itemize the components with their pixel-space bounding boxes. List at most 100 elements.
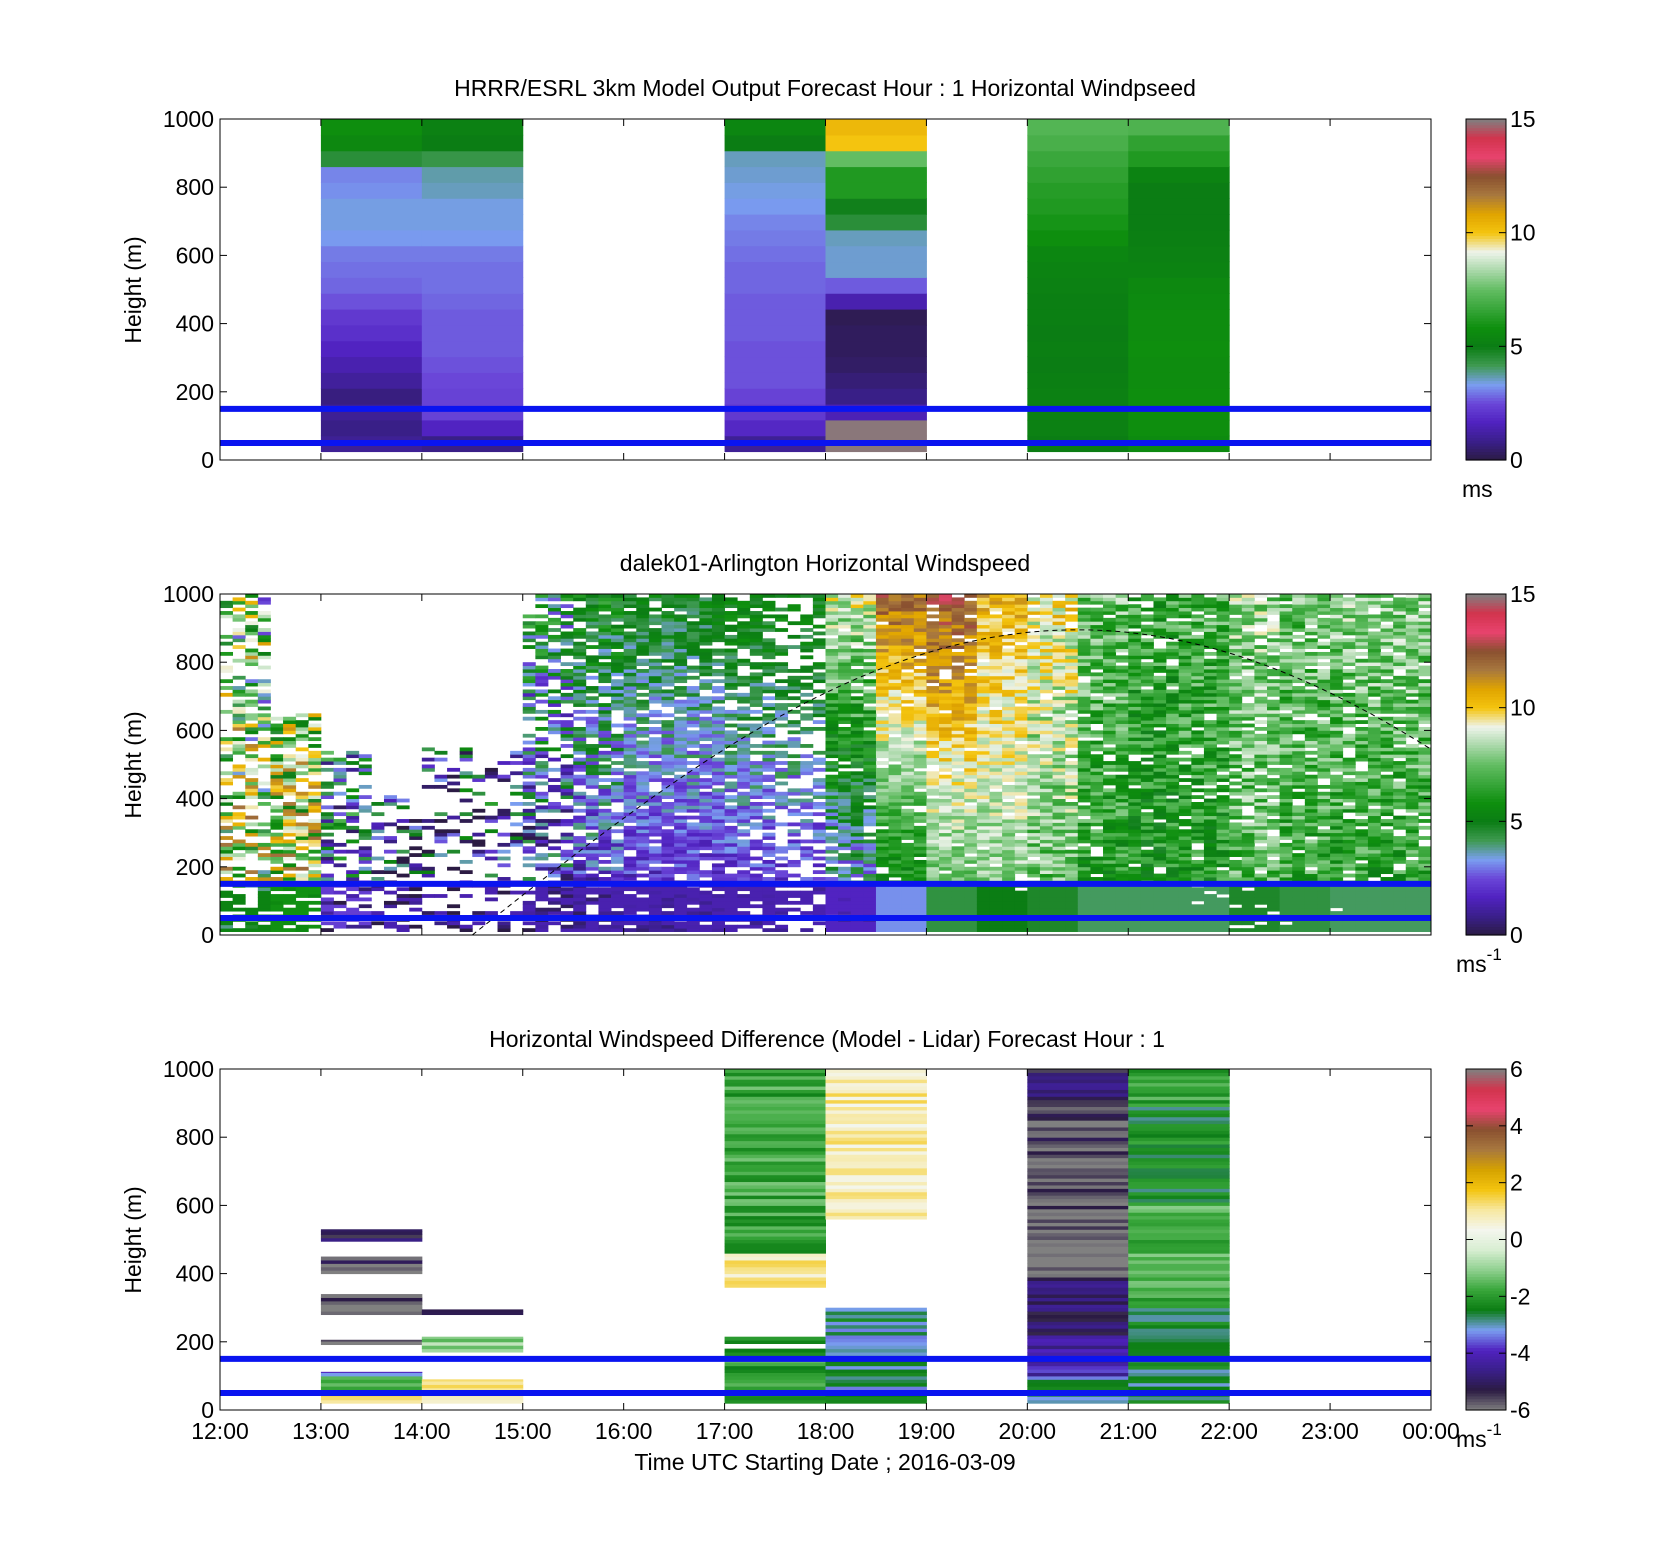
lidar-cell — [661, 628, 675, 632]
lidar-cell — [749, 771, 763, 776]
lidar-cell — [1077, 754, 1091, 759]
lidar-cell — [749, 689, 763, 694]
lidar-cell — [220, 849, 234, 854]
lidar-cell — [863, 904, 877, 909]
lidar-cell — [320, 791, 334, 796]
lidar-cell — [358, 832, 372, 837]
model-cell — [320, 182, 423, 199]
lidar-cell — [497, 778, 511, 782]
lidar-cell — [724, 655, 738, 660]
lidar-cell — [257, 856, 271, 861]
lidar-cell — [573, 757, 587, 762]
lidar-cell — [787, 873, 801, 878]
lidar-cell — [976, 856, 990, 861]
lidar-cell — [560, 887, 574, 892]
lidar-cell — [636, 692, 650, 697]
lidar-cell — [358, 897, 372, 902]
lidar-cell — [270, 723, 284, 728]
lidar-cell — [245, 924, 259, 929]
lidar-cell — [346, 767, 360, 772]
lidar-cell — [989, 795, 1003, 799]
lidar-cell — [1052, 730, 1066, 735]
lidar-cell — [901, 638, 915, 643]
colorbar-segment — [1466, 448, 1506, 453]
lidar-cell — [585, 849, 599, 854]
lidar-cell — [1077, 621, 1091, 626]
lidar-cell — [220, 634, 234, 639]
lidar-cell — [648, 764, 662, 769]
lidar-cell — [1077, 911, 1091, 915]
lidar-cell — [1002, 740, 1016, 745]
lidar-cell — [1115, 924, 1129, 929]
lidar-cell — [661, 614, 675, 619]
lidar-cell — [863, 870, 877, 875]
lidar-cell — [875, 904, 889, 909]
lidar-cell — [560, 774, 574, 779]
lidar-cell — [1115, 692, 1129, 697]
lidar-cell — [749, 703, 763, 707]
lidar-cell — [1027, 621, 1041, 626]
lidar-cell — [901, 877, 915, 881]
lidar-cell — [232, 720, 246, 724]
lidar-cell — [270, 866, 284, 871]
lidar-cell — [560, 726, 574, 731]
lidar-cell — [257, 641, 271, 646]
model-cell — [724, 356, 826, 373]
lidar-cell — [1103, 720, 1117, 724]
lidar-cell — [623, 747, 637, 752]
lidar-cell — [636, 873, 650, 878]
lidar-cell — [711, 870, 725, 875]
lidar-cell — [648, 720, 662, 724]
lidar-cell — [1065, 600, 1079, 605]
lidar-cell — [724, 894, 738, 898]
lidar-cell — [623, 648, 637, 653]
lidar-cell — [447, 781, 461, 786]
lidar-cell — [560, 781, 574, 786]
lidar-cell — [989, 822, 1003, 827]
lidar-cell — [913, 713, 927, 718]
lidar-cell — [964, 730, 978, 735]
model-cell — [1128, 419, 1230, 437]
lidar-cell — [636, 784, 650, 789]
lidar-cell — [1002, 795, 1016, 799]
lidar-cell — [1077, 849, 1091, 854]
lidar-cell — [1115, 802, 1129, 806]
lidar-cell — [838, 890, 852, 895]
colorbar-segment — [1466, 263, 1506, 268]
lidar-cell — [875, 859, 889, 864]
lidar-cell — [270, 754, 284, 759]
lidar-cell — [623, 808, 637, 813]
lidar-cell — [1014, 825, 1028, 830]
lidar-cell — [636, 600, 650, 605]
lidar-cell — [1090, 744, 1104, 748]
lidar-cell — [560, 911, 574, 915]
lidar-cell — [358, 924, 372, 929]
lidar-cell — [749, 645, 763, 649]
lidar-cell — [913, 836, 927, 840]
lidar-cell — [320, 795, 334, 799]
lidar-cell — [636, 832, 650, 837]
lidar-cell — [623, 877, 637, 881]
lidar-cell — [1014, 713, 1028, 718]
lidar-cell — [220, 692, 234, 697]
lidar-cell — [257, 907, 271, 912]
lidar-cell — [1090, 784, 1104, 789]
colorbar-segment — [1466, 377, 1506, 382]
lidar-cell — [686, 771, 700, 776]
lidar-cell — [875, 716, 889, 721]
lidar-cell — [674, 641, 688, 646]
lidar-cell — [283, 788, 297, 793]
lidar-cell — [939, 706, 953, 711]
lidar-cell — [711, 733, 725, 738]
lidar-cell — [1027, 894, 1041, 898]
lidar-cell — [926, 692, 940, 697]
lidar-cell — [636, 740, 650, 745]
colorbar-segment — [1466, 334, 1506, 339]
lidar-cell — [926, 802, 940, 806]
lidar-cell — [598, 594, 612, 598]
lidar-cell — [560, 795, 574, 799]
lidar-cell — [611, 784, 625, 789]
lidar-cell — [636, 614, 650, 619]
lidar-cell — [1027, 696, 1041, 701]
lidar-cell — [875, 802, 889, 806]
